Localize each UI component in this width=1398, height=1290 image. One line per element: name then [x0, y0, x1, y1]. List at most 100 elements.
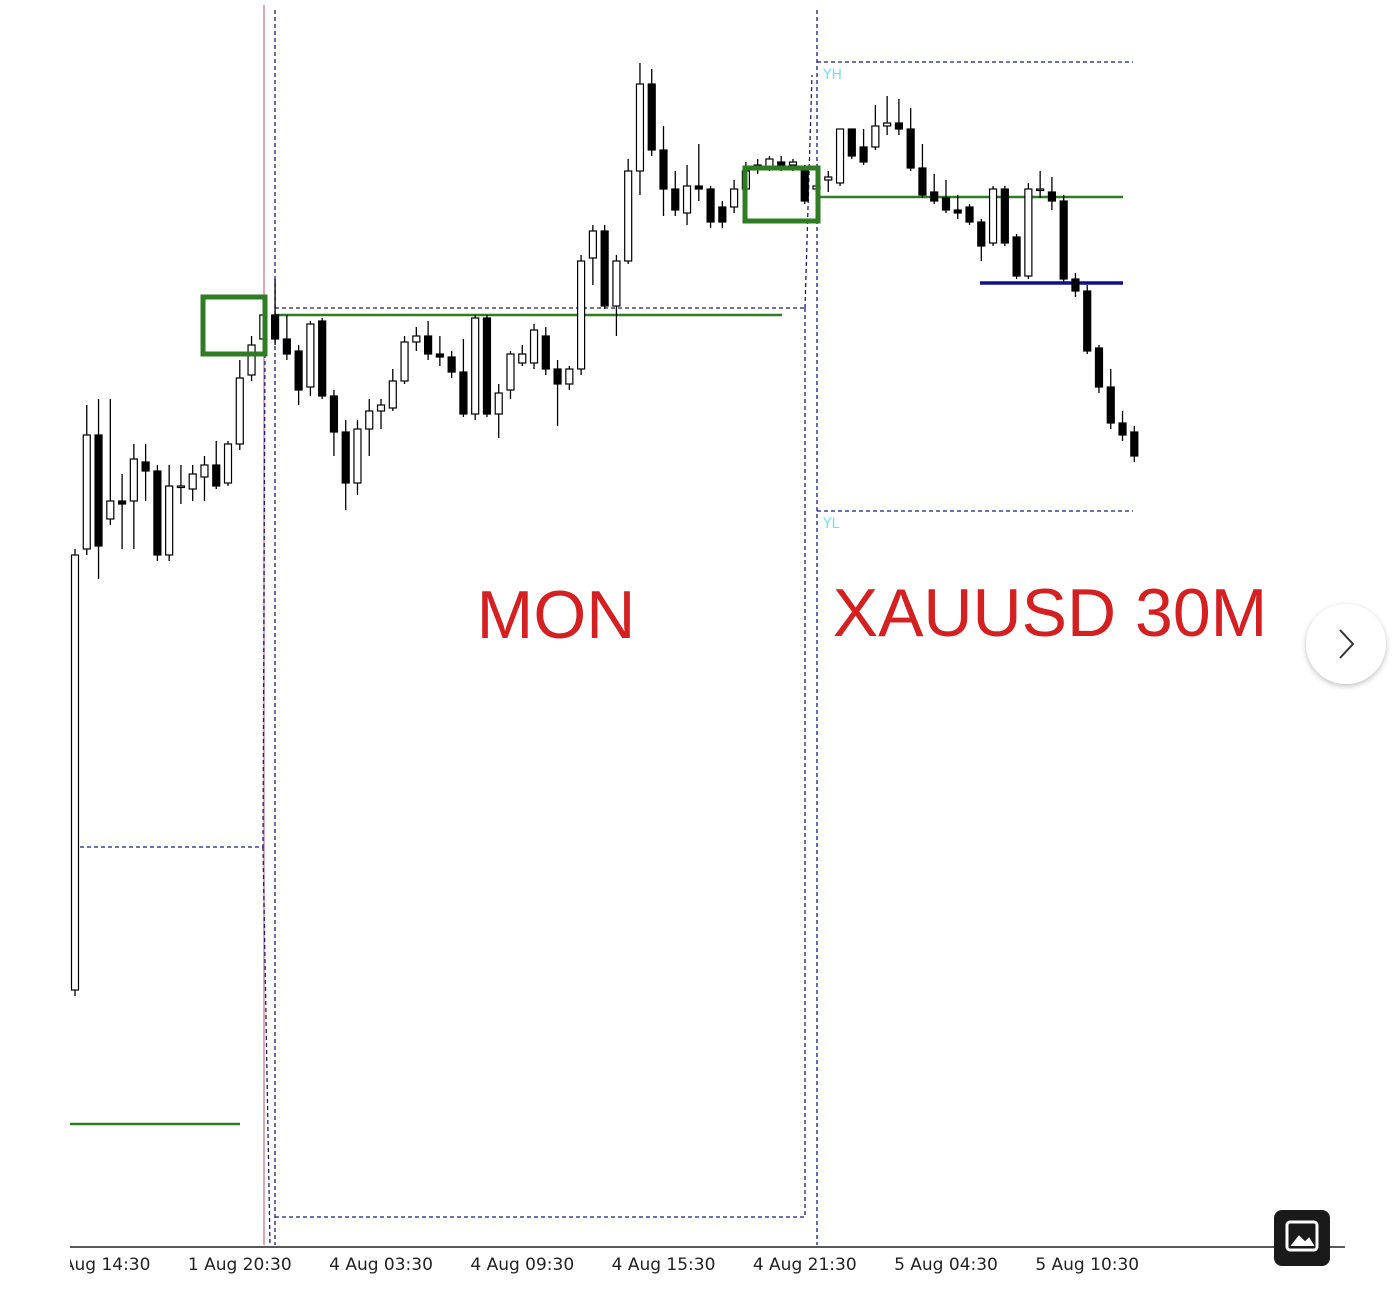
candle-body: [247, 344, 256, 376]
candle-body: [553, 368, 562, 385]
candle-body: [1083, 290, 1092, 352]
x-tick-label: 1 Aug 14:30: [47, 1255, 151, 1275]
candle-body: [541, 335, 550, 370]
candle-body: [800, 167, 809, 202]
candle-body: [835, 128, 845, 184]
candle-body: [788, 161, 798, 166]
candle-body: [388, 380, 397, 409]
candle-body: [824, 176, 833, 181]
candle-body: [376, 404, 386, 412]
candle-body: [718, 206, 727, 223]
candle-body: [777, 161, 786, 166]
candle-body: [129, 458, 138, 502]
candle-body: [494, 392, 503, 415]
candle-body: [318, 320, 327, 397]
x-tick-label: 4 Aug 15:30: [612, 1255, 716, 1275]
candle-body: [1118, 422, 1127, 436]
candle-body: [1059, 200, 1068, 280]
candle-body: [977, 221, 986, 247]
candle-body: [188, 473, 197, 490]
candle-body: [1000, 188, 1009, 244]
candle-body: [529, 329, 539, 364]
candle-body: [1071, 278, 1080, 292]
candle-body: [141, 461, 150, 472]
candle-body: [106, 500, 115, 520]
green-levels: [70, 195, 1123, 1126]
candle-body: [341, 431, 350, 484]
candle-body: [1106, 386, 1115, 424]
candle-body: [270, 314, 280, 340]
candle-body: [847, 128, 856, 157]
candle-body: [635, 83, 645, 172]
next-circle[interactable]: [1306, 604, 1386, 684]
yh-label: YH: [822, 67, 842, 83]
candle-body: [565, 368, 574, 385]
gallery-button[interactable]: [1274, 1210, 1330, 1266]
candle-body: [1024, 188, 1033, 277]
candle-body: [223, 443, 233, 484]
gallery-icon: [1290, 1235, 1315, 1247]
candle-body: [424, 335, 433, 355]
zones: [200, 165, 821, 357]
candle-body: [965, 206, 974, 223]
candle-body: [600, 230, 609, 307]
candle-body: [235, 377, 244, 445]
candle-body: [659, 149, 668, 190]
zone-box: [742, 165, 821, 224]
next-button[interactable]: [1306, 604, 1386, 684]
next-arrow: [1339, 629, 1355, 659]
candle-body: [117, 500, 127, 505]
candles: [70, 63, 1139, 996]
candle-body: [282, 338, 291, 355]
candle-body: [1036, 188, 1045, 192]
candle-body: [612, 260, 621, 307]
candle-body: [588, 230, 597, 259]
candle-body: [153, 470, 162, 556]
candle-body: [200, 464, 209, 478]
x-tick-label: 5 Aug 10:30: [1035, 1255, 1139, 1275]
candle-body: [365, 410, 374, 430]
candle-body: [176, 485, 186, 489]
candle-body: [694, 185, 703, 190]
candle-body: [941, 197, 951, 211]
candle-body: [671, 188, 680, 211]
yl-label: YL: [822, 516, 840, 532]
x-tick-label: 5 Aug 04:30: [894, 1255, 998, 1275]
candle-body: [1012, 236, 1021, 277]
gallery-icon: [1285, 1220, 1319, 1252]
x-tick-label: 4 Aug 09:30: [470, 1255, 574, 1275]
candle-body: [506, 353, 515, 391]
candle-body: [918, 167, 927, 196]
candle-body: [82, 434, 91, 550]
annotation: MON: [477, 577, 636, 653]
chart-title: XAUUSD 30M: [833, 575, 1268, 651]
candle-body: [1047, 191, 1057, 202]
zone-box: [200, 294, 268, 357]
candle-body: [624, 170, 633, 262]
candle-body: [459, 371, 468, 415]
candle-body: [353, 428, 362, 484]
candle-body: [329, 395, 339, 433]
candle-body: [953, 209, 962, 214]
candle-body: [306, 323, 315, 388]
candle-body: [70, 554, 80, 991]
candle-body: [706, 188, 715, 223]
candle-body: [883, 122, 892, 127]
candle-body: [94, 434, 103, 547]
candle-body: [906, 128, 915, 169]
x-tick-label: 4 Aug 21:30: [753, 1255, 857, 1275]
candle-body: [871, 125, 880, 148]
candle-body: [859, 146, 868, 163]
candle-body: [412, 335, 421, 343]
x-tick-label: 4 Aug 03:30: [329, 1255, 433, 1275]
candle-body: [518, 353, 527, 364]
candle-body: [447, 356, 456, 373]
x-tick-label: 1 Aug 20:30: [188, 1255, 292, 1275]
candle-body: [1094, 347, 1104, 388]
candle-body: [647, 83, 656, 151]
candle-body: [294, 350, 303, 391]
gallery-bg[interactable]: [1274, 1210, 1330, 1266]
candle-body: [894, 122, 904, 130]
